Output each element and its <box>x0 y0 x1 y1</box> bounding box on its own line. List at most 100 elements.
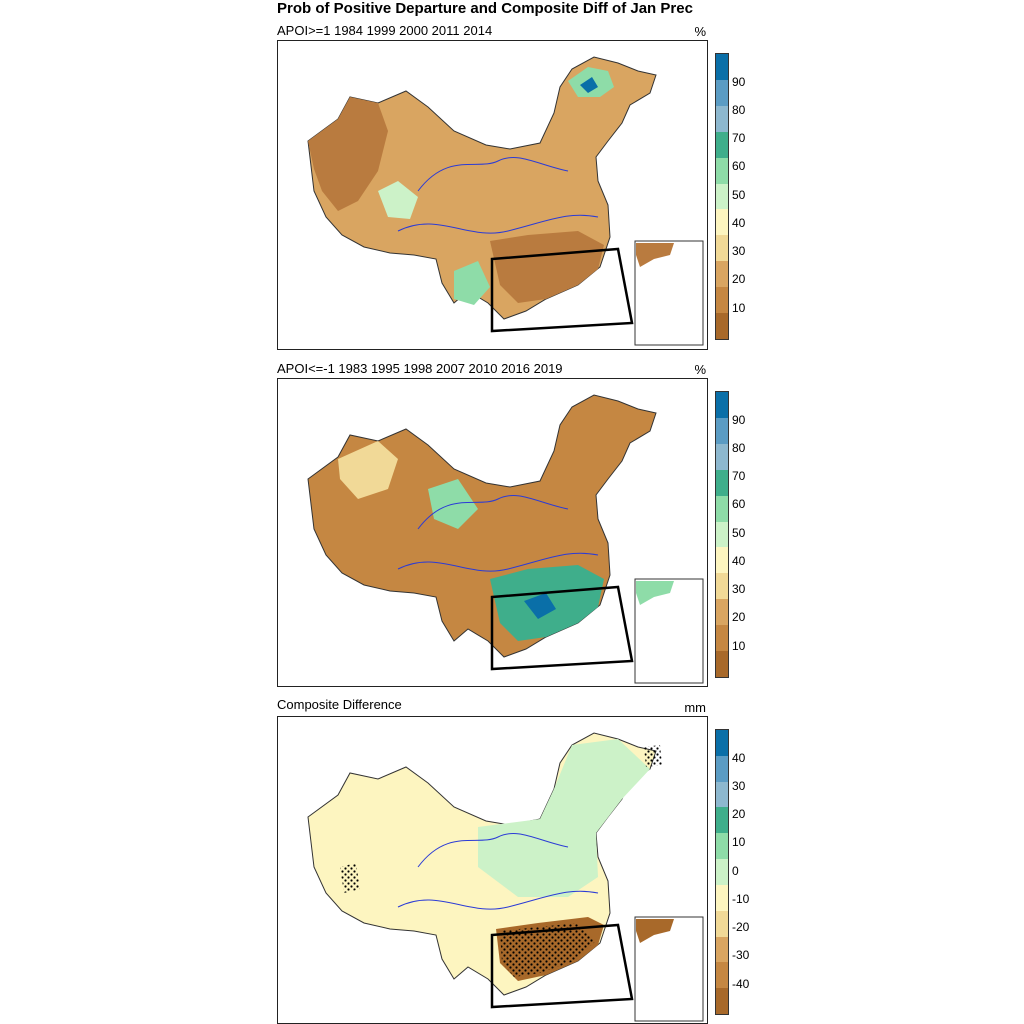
panel-1-unit: % <box>694 24 706 39</box>
river-yangtze <box>397 214 599 234</box>
panel-1-colorbar <box>715 53 729 340</box>
china-landmass <box>307 394 657 658</box>
colorbar-segment <box>716 910 728 937</box>
wettest-patch-south <box>524 593 556 619</box>
colorbar-segment <box>716 287 728 314</box>
river-yellow <box>417 833 569 868</box>
inset-coast <box>636 919 674 943</box>
cb1-label-10: 10 <box>732 301 746 315</box>
panel-2-unit: % <box>694 362 706 377</box>
colorbar-segment <box>716 625 728 652</box>
colorbar-segment <box>716 131 728 158</box>
panel-3-colorbar <box>715 729 729 1015</box>
wet-patch-center <box>378 181 418 219</box>
panel-1-subtitle: APOI>=1 1984 1999 2000 2011 2014 <box>277 23 493 38</box>
colorbar-segment <box>716 833 728 860</box>
colorbar-segment <box>716 79 728 106</box>
inset-coast <box>636 581 674 605</box>
inset-coast <box>636 243 674 267</box>
river-yangtze <box>397 890 599 910</box>
colorbar-segment <box>716 157 728 184</box>
south-china-box <box>490 247 634 333</box>
cb1-label-90: 90 <box>732 75 746 89</box>
panel-1-map-svg <box>307 56 704 346</box>
light-region-west <box>338 441 398 499</box>
colorbar-segment <box>716 859 728 885</box>
cb1-label-40: 40 <box>732 216 746 230</box>
panel-3-subtitle: Composite Difference <box>277 697 402 712</box>
wet-region-east <box>478 739 650 897</box>
panel-2-map-svg <box>307 394 704 684</box>
cb2-label-90: 90 <box>732 413 746 427</box>
cb2-label-10: 10 <box>732 639 746 653</box>
cb1-label-50: 50 <box>732 188 746 202</box>
colorbar-segment <box>716 755 728 782</box>
cb2-label-50: 50 <box>732 526 746 540</box>
colorbar-segment <box>716 392 728 418</box>
cb3-label-neg30: -30 <box>732 948 750 962</box>
significance-stipple-northeast <box>644 745 662 767</box>
colorbar-segment <box>716 417 728 444</box>
colorbar-segment <box>716 651 728 677</box>
cb3-label-30: 30 <box>732 779 746 793</box>
cb3-label-20: 20 <box>732 807 746 821</box>
significance-stipple-west <box>340 863 360 893</box>
cb1-label-30: 30 <box>732 244 746 258</box>
cb2-label-80: 80 <box>732 441 746 455</box>
river-yellow <box>417 157 569 192</box>
cb2-label-60: 60 <box>732 497 746 511</box>
colorbar-segment <box>716 573 728 600</box>
colorbar-segment <box>716 495 728 522</box>
cb3-label-40: 40 <box>732 751 746 765</box>
colorbar-segment <box>716 962 728 989</box>
colorbar-segment <box>716 105 728 132</box>
colorbar-segment <box>716 781 728 808</box>
panel-2-subtitle: APOI<=-1 1983 1995 1998 2007 2010 2016 2… <box>277 361 563 376</box>
south-china-box <box>490 585 634 671</box>
colorbar-segment <box>716 599 728 626</box>
colorbar-segment <box>716 547 728 574</box>
colorbar-segment <box>716 936 728 963</box>
panel-3-map <box>277 716 708 1024</box>
colorbar-segment <box>716 443 728 470</box>
figure-title: Prob of Positive Departure and Composite… <box>277 0 693 17</box>
colorbar-segment <box>716 261 728 288</box>
colorbar-segment <box>716 807 728 834</box>
cb1-label-60: 60 <box>732 159 746 173</box>
panel-2-colorbar <box>715 391 729 678</box>
cb3-label-neg40: -40 <box>732 977 750 991</box>
cb2-label-20: 20 <box>732 610 746 624</box>
cb1-label-20: 20 <box>732 272 746 286</box>
colorbar-segment <box>716 469 728 496</box>
cb1-label-80: 80 <box>732 103 746 117</box>
panel-3-unit: mm <box>684 700 706 715</box>
dry-region-west <box>308 97 388 211</box>
cb2-label-30: 30 <box>732 582 746 596</box>
wet-patch-southwest <box>454 261 490 305</box>
colorbar-segment <box>716 988 728 1014</box>
river-yellow <box>417 495 569 530</box>
colorbar-segment <box>716 183 728 210</box>
south-china-box <box>490 923 634 1009</box>
dry-region-south <box>490 231 604 303</box>
colorbar-segment <box>716 209 728 236</box>
significance-stipple-south <box>500 923 596 977</box>
colorbar-segment <box>716 54 728 80</box>
colorbar-segment <box>716 884 728 911</box>
colorbar-segment <box>716 730 728 756</box>
panel-2-map <box>277 378 708 687</box>
cb2-label-70: 70 <box>732 469 746 483</box>
cb3-label-0: 0 <box>732 864 739 878</box>
cb3-label-10: 10 <box>732 835 746 849</box>
panel-1-map <box>277 40 708 350</box>
colorbar-segment <box>716 313 728 339</box>
wettest-patch-northeast <box>580 77 598 93</box>
cb1-label-70: 70 <box>732 131 746 145</box>
cb3-label-neg10: -10 <box>732 892 750 906</box>
panel-3-map-svg <box>307 732 704 1022</box>
colorbar-segment <box>716 235 728 262</box>
colorbar-segment <box>716 521 728 548</box>
cb3-label-neg20: -20 <box>732 920 750 934</box>
river-yangtze <box>397 552 599 572</box>
cb2-label-40: 40 <box>732 554 746 568</box>
